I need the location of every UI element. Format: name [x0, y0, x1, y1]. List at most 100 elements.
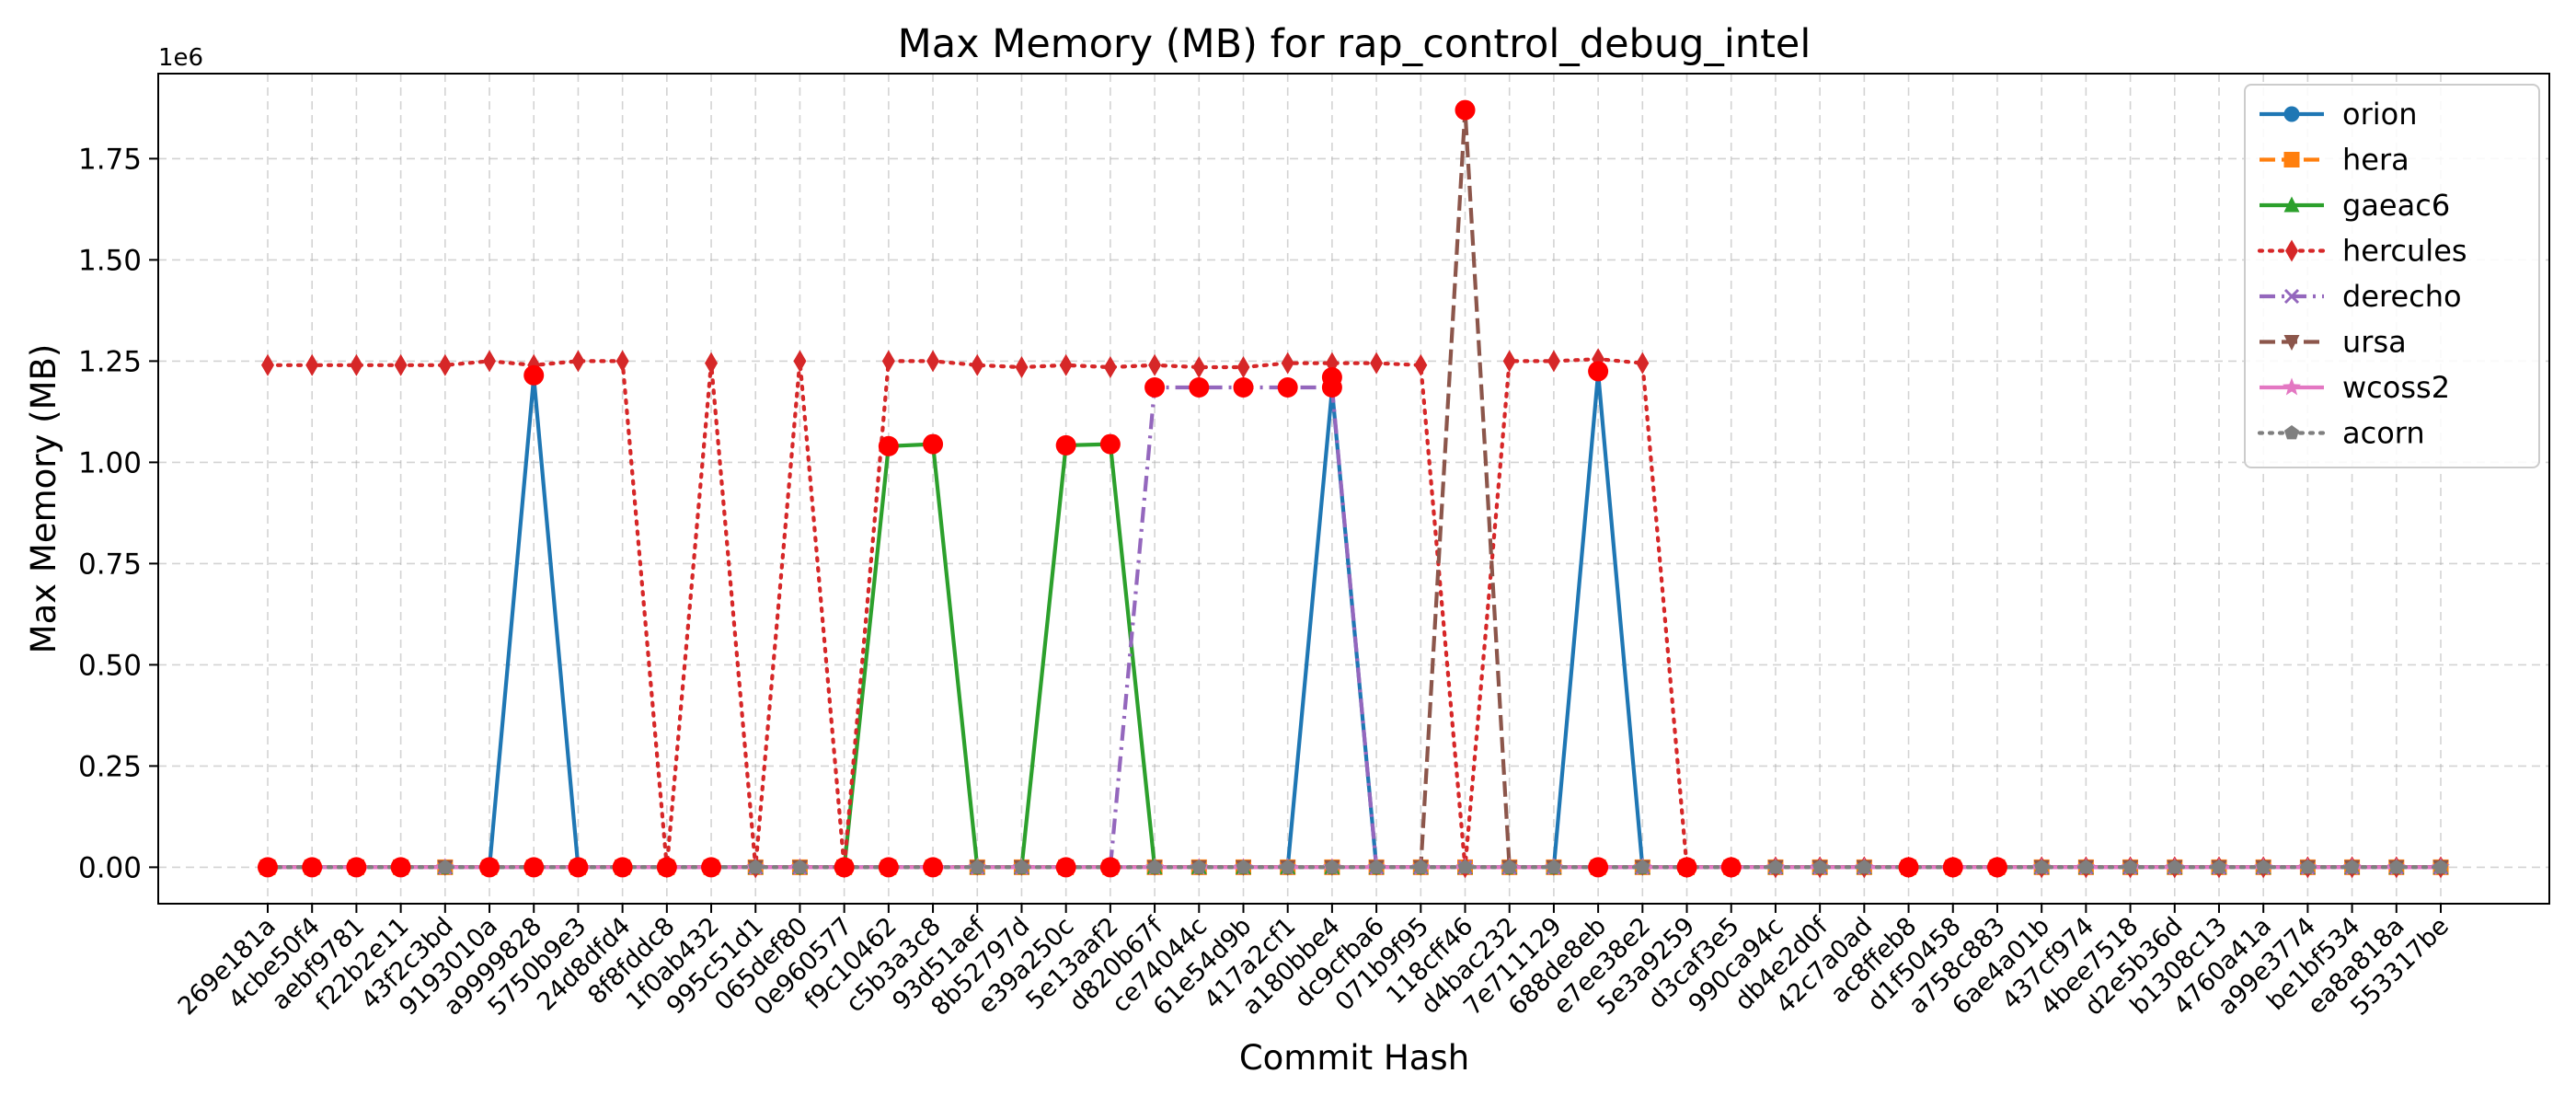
legend-label: derecho [2342, 279, 2462, 314]
x-axis-label: Commit Hash [1239, 1038, 1469, 1078]
legend-marker [2283, 288, 2300, 305]
legend-marker [2283, 196, 2300, 213]
data-point-hercules [438, 353, 452, 376]
data-point-hercules [350, 353, 363, 376]
anomaly-marker [302, 857, 323, 878]
anomaly-marker [701, 857, 722, 878]
data-point-acorn [1767, 859, 1784, 874]
anomaly-marker [1321, 377, 1342, 398]
anomaly-marker [1676, 857, 1697, 878]
y-tick-label: 0.75 [78, 548, 142, 581]
data-point-hercules [1148, 353, 1162, 376]
data-point-acorn [2167, 859, 2182, 874]
anomaly-marker [1986, 857, 2007, 878]
data-point-acorn [1457, 859, 1473, 874]
data-point-hercules [615, 350, 629, 373]
anomaly-marker [878, 435, 899, 456]
legend-item-gaeac6: gaeac6 [2260, 188, 2450, 223]
legend-marker [2283, 335, 2300, 351]
data-point-acorn [1014, 859, 1029, 874]
series-derecho [259, 379, 2449, 875]
legend-marker [2283, 377, 2301, 396]
data-point-hercules [1192, 356, 1206, 378]
series-line-ursa [268, 108, 2441, 870]
anomaly-marker [1588, 857, 1609, 878]
y-tick-label: 0.00 [78, 851, 142, 884]
data-point-acorn [1635, 859, 1650, 874]
y-tick-label: 0.25 [78, 750, 142, 783]
legend-label: acorn [2342, 416, 2425, 451]
anomaly-marker [346, 857, 367, 878]
data-point-hercules [1502, 350, 1516, 373]
data-point-acorn [1501, 859, 1517, 874]
anomaly-marker [1588, 361, 1609, 382]
data-point-hercules [1281, 352, 1294, 375]
series-line-gaeac6 [268, 442, 2441, 870]
data-point-hercules [926, 350, 940, 373]
legend-item-ursa: ursa [2260, 325, 2407, 360]
legend-item-hera: hera [2260, 143, 2409, 178]
data-point-acorn [2344, 859, 2360, 874]
data-point-acorn [437, 859, 453, 874]
anomaly-marker [1055, 434, 1076, 456]
anomaly-marker [523, 857, 545, 878]
anomaly-marker [656, 857, 677, 878]
legend-label: hera [2342, 143, 2409, 178]
data-point-hercules [1414, 353, 1428, 376]
data-point-hercules [971, 353, 984, 376]
anomaly-marker [523, 364, 545, 386]
legend-item-wcoss2: wcoss2 [2260, 370, 2450, 405]
y-tick-label: 1.25 [78, 345, 142, 378]
legend-item-hercules: hercules [2257, 234, 2467, 269]
data-point-hercules [1059, 353, 1073, 376]
y-tick-label: 1.50 [78, 244, 142, 277]
series-lines [259, 103, 2450, 879]
anomaly-marker [1055, 857, 1076, 878]
y-tick-label: 1.00 [78, 446, 142, 479]
data-point-acorn [748, 859, 764, 874]
data-point-acorn [1191, 859, 1207, 874]
data-point-acorn [2300, 859, 2316, 874]
series-line-derecho [268, 385, 2441, 870]
data-point-hercules [483, 350, 497, 373]
data-point-acorn [970, 859, 985, 874]
data-point-acorn [1236, 859, 1251, 874]
anomaly-marker [878, 857, 899, 878]
anomaly-marker [479, 857, 500, 878]
anomaly-marker [1720, 857, 1742, 878]
data-point-acorn [2256, 859, 2271, 874]
legend: orion hera gaeac6 hercules derecho ursa wcoss2… [2244, 84, 2540, 468]
series-ursa [259, 103, 2449, 876]
y-tick-label: 1.75 [78, 143, 142, 176]
data-point-acorn [2388, 859, 2404, 874]
chart-title: Max Memory (MB) for rap_control_debug_in… [898, 21, 1811, 67]
legend-marker [2283, 152, 2300, 167]
legend-label: gaeac6 [2342, 188, 2450, 223]
grid-lines [158, 74, 2549, 904]
data-point-acorn [1413, 859, 1429, 874]
data-point-acorn [1147, 859, 1163, 874]
data-point-acorn [1324, 859, 1340, 874]
y-axis-ticks: 0.00 0.25 0.50 0.75 1.00 1.25 1.50 1.75 [78, 143, 158, 884]
y-tick-label: 0.50 [78, 649, 142, 682]
data-point-hercules [1236, 356, 1250, 378]
series-gaeac6 [259, 435, 2449, 874]
anomaly-marker [390, 857, 411, 878]
x-axis-ticks: 269e181a4cbe50f4aebf9781f22b2e1143f2c3bd… [173, 904, 2455, 1021]
data-point-acorn [2122, 859, 2138, 874]
legend-marker [2283, 425, 2300, 440]
data-point-acorn [2432, 859, 2449, 874]
data-point-hercules [1370, 352, 1384, 375]
legend-label: wcoss2 [2342, 370, 2450, 405]
data-point-acorn [2211, 859, 2227, 874]
data-point-acorn [1369, 859, 1385, 874]
anomaly-marker [1898, 857, 1919, 878]
anomaly-marker [1189, 377, 1210, 398]
legend-item-acorn: acorn [2257, 416, 2425, 451]
data-point-hercules [394, 353, 408, 376]
data-point-acorn [1546, 859, 1561, 874]
data-point-hercules [705, 352, 719, 375]
legend-marker [2283, 106, 2300, 122]
